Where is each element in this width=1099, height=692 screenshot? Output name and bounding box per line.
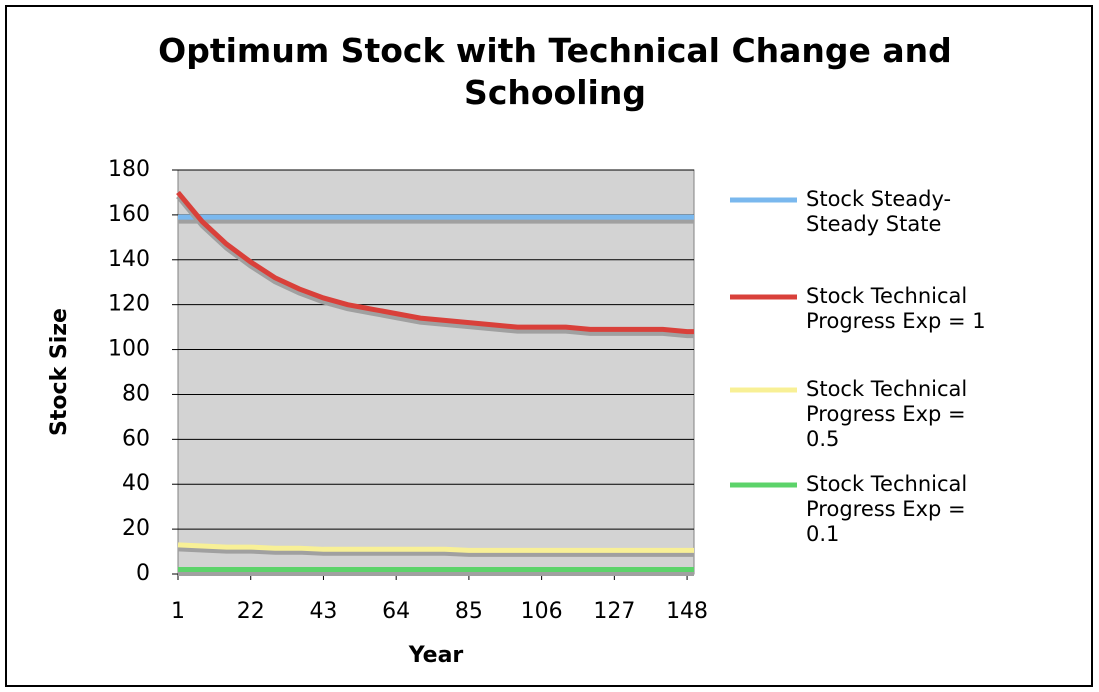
x-tick-label: 64 <box>382 599 410 624</box>
y-tick-label: 180 <box>108 157 150 182</box>
legend-label: Stock Technical Progress Exp = 0.5 <box>806 377 968 451</box>
y-tick-label: 40 <box>122 471 150 496</box>
x-tick-label: 85 <box>455 599 483 624</box>
legend-label: Stock Technical Progress Exp = 1 <box>806 284 986 333</box>
line-shadow <box>176 194 694 339</box>
plot-area <box>177 169 695 575</box>
y-tick-label: 60 <box>122 426 150 451</box>
x-tick-label: 127 <box>593 599 635 624</box>
series-line <box>177 542 694 553</box>
x-tick-label: 106 <box>521 599 563 624</box>
y-tick-label: 20 <box>122 516 150 541</box>
x-axis-label: Year <box>408 643 464 668</box>
legend-label: Stock Steady-Steady State <box>806 187 952 236</box>
x-tick-label: 22 <box>237 599 265 624</box>
x-tick-label: 1 <box>171 599 185 624</box>
y-axis-label: Stock Size <box>47 308 72 436</box>
x-tick-label: 148 <box>666 599 708 624</box>
y-tick-label: 140 <box>108 247 150 272</box>
y-tick-label: 100 <box>108 337 150 362</box>
chart-title: Optimum Stock with Technical Change and … <box>158 31 952 112</box>
x-tick-label: 43 <box>309 599 337 624</box>
series-line <box>176 190 694 335</box>
y-tick-label: 120 <box>108 292 150 317</box>
line-shadow <box>177 546 694 557</box>
legend-label: Stock Technical Progress Exp = 0.1 <box>806 472 968 546</box>
y-tick-label: 80 <box>122 381 150 406</box>
y-tick-label: 0 <box>136 561 150 586</box>
y-tick-label: 160 <box>108 202 150 227</box>
